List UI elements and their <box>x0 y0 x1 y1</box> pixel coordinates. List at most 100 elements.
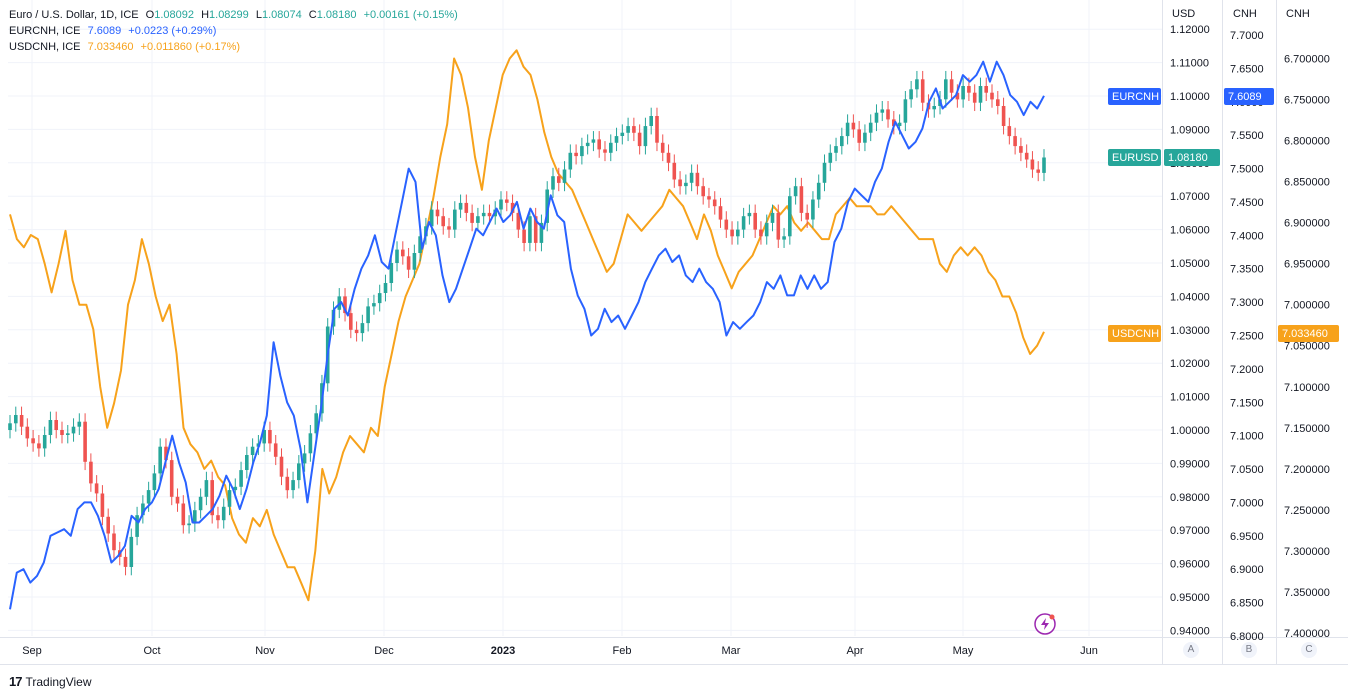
candle-body <box>568 152 573 170</box>
candle-body <box>620 132 625 136</box>
candle-body <box>42 435 47 449</box>
footer-brand[interactable]: 17 TradingView <box>9 674 92 689</box>
candle-body <box>996 99 1000 106</box>
scale-a-ticks: 1.120001.110001.100001.090001.080001.070… <box>1170 24 1210 637</box>
candle-body <box>343 296 347 314</box>
scale-c-tick: 7.050000 <box>1284 341 1330 353</box>
candle-body <box>666 152 671 163</box>
candle-body <box>354 329 359 334</box>
scale-b-tick: 7.1000 <box>1230 431 1264 443</box>
candle-body <box>447 226 451 230</box>
candle-body <box>175 496 180 504</box>
candle-body <box>66 433 70 435</box>
candle-body <box>840 136 844 147</box>
scale-b-tick: 6.8500 <box>1230 598 1264 610</box>
candle-body <box>302 453 307 464</box>
candle-body <box>545 189 549 223</box>
candle-body <box>609 142 613 153</box>
candle-body <box>915 79 919 90</box>
candle-body <box>210 480 214 516</box>
candle-body <box>660 142 665 153</box>
candle-body <box>782 236 786 240</box>
candle-body <box>94 483 99 494</box>
candle-body <box>245 455 249 470</box>
candle-body <box>932 106 936 110</box>
legend-usdcnh-title: USDCNH, ICE <box>9 41 81 53</box>
scale-a-tick: 0.97000 <box>1170 525 1210 537</box>
candle-body <box>285 476 290 491</box>
legend-eurcnh-value: 7.6089 <box>87 25 122 37</box>
scale-b-tick: 7.0500 <box>1230 464 1264 476</box>
candle-body <box>961 86 965 100</box>
scale-c-tick: 7.400000 <box>1284 628 1330 640</box>
x-tick-label: Nov <box>255 645 275 657</box>
candle-body <box>187 523 191 526</box>
candle-body <box>649 116 653 126</box>
candle-body <box>851 122 856 130</box>
candle-body <box>458 202 463 210</box>
scale-a-button[interactable]: A <box>1183 642 1199 658</box>
candle-body <box>805 212 809 220</box>
candle-body <box>741 216 746 230</box>
tradingview-logo-icon: 17 <box>9 674 23 689</box>
scale-a-tick: 1.09000 <box>1170 124 1210 136</box>
scale-b-button[interactable]: B <box>1241 642 1257 658</box>
scale-c-button[interactable]: C <box>1301 642 1317 658</box>
candle-body <box>528 216 532 243</box>
scale-b-tick: 7.7000 <box>1230 30 1264 42</box>
lightning-icon[interactable] <box>1034 613 1056 635</box>
candle-body <box>470 212 474 223</box>
candle-body <box>845 122 850 137</box>
scale-c-tick: 7.150000 <box>1284 423 1330 435</box>
candle-body <box>48 420 53 435</box>
scale-a-tick: 1.12000 <box>1170 24 1210 36</box>
candle-body <box>562 169 567 183</box>
scale-b-tick: 6.9000 <box>1230 564 1264 576</box>
x-tick-label: Jun <box>1080 645 1098 657</box>
candle-body <box>747 212 752 217</box>
usdcnh-series <box>9 49 1045 602</box>
scale-a-tick: 1.03000 <box>1170 325 1210 337</box>
candle-body <box>227 490 232 507</box>
legend-close: 1.08180 <box>316 9 357 21</box>
candle-body <box>689 172 694 183</box>
candle-body <box>360 323 365 334</box>
candle-body <box>816 182 821 200</box>
candle-body <box>724 219 729 230</box>
candle-body <box>822 162 827 183</box>
x-tick-label: Mar <box>722 645 741 657</box>
candle-body <box>181 503 186 526</box>
candle-body <box>539 222 544 243</box>
scale-a-tick: 0.94000 <box>1170 625 1210 637</box>
candle-body <box>349 313 353 330</box>
scale-b-tick: 6.8000 <box>1230 631 1264 643</box>
scale-a-tick: 1.04000 <box>1170 291 1210 303</box>
scale-c-tick: 6.800000 <box>1284 136 1330 148</box>
candle-body <box>19 415 24 427</box>
candle-body <box>204 480 209 497</box>
candle-body <box>551 176 555 190</box>
scale-c-tick: 6.950000 <box>1284 259 1330 271</box>
scale-a-tick: 0.95000 <box>1170 592 1210 604</box>
scale-a-tick: 1.06000 <box>1170 225 1210 237</box>
tag-eurcnh-value-bg <box>1224 88 1274 105</box>
candle-body <box>100 493 105 517</box>
scale-b-tick: 7.1500 <box>1230 397 1264 409</box>
legend-low: 1.08074 <box>261 9 302 21</box>
candle-body <box>377 293 382 304</box>
candle-body <box>1036 169 1040 173</box>
candle-body <box>429 209 434 227</box>
candle-body <box>164 446 168 461</box>
candle-body <box>678 179 682 187</box>
candle-body <box>193 510 197 524</box>
candle-body <box>984 86 988 93</box>
candle-body <box>701 186 705 197</box>
tag-usdcnh-name-bg <box>1108 325 1161 342</box>
candle-body <box>591 139 596 143</box>
candle-body <box>406 256 411 270</box>
candle-body <box>250 446 255 455</box>
tag-eurusd-name-bg <box>1108 149 1161 166</box>
scale-b-tick: 7.2000 <box>1230 364 1264 376</box>
candle-body <box>129 536 134 567</box>
